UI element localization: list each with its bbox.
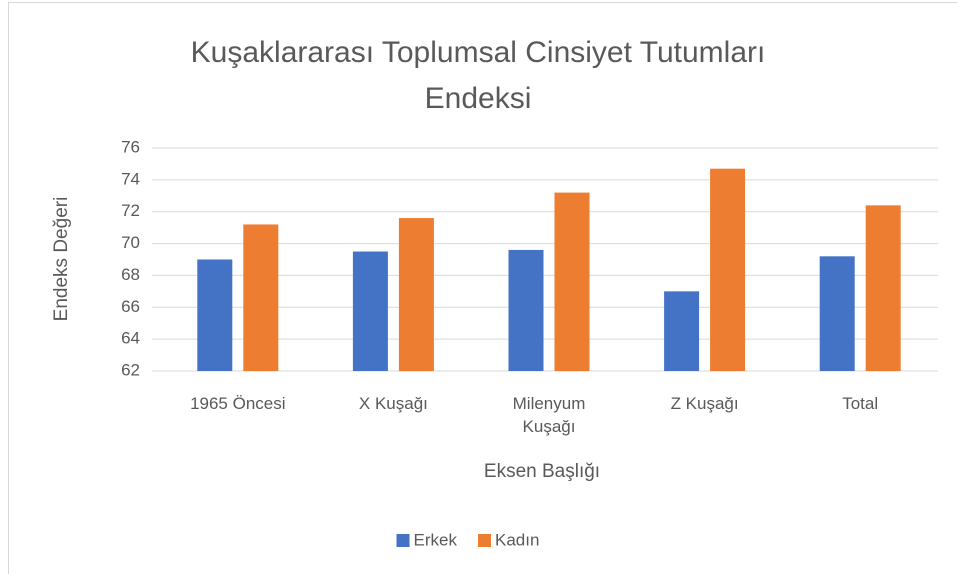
y-axis-title: Endeks Değeri (51, 197, 72, 322)
y-tick-label: 76 (121, 137, 140, 156)
bar (197, 259, 233, 371)
bar (710, 168, 746, 371)
x-tick-label: Total (842, 394, 879, 413)
x-tick-label: 1965 Öncesi (190, 394, 286, 413)
bar (554, 192, 590, 371)
x-tick-label: Milenyum Kuşağı (512, 394, 586, 436)
bar (243, 224, 279, 371)
y-tick-label: 62 (121, 360, 140, 379)
legend-label: Kadın (495, 530, 539, 549)
y-tick-label: 68 (121, 265, 140, 284)
x-tick-label: X Kuşağı (358, 394, 428, 413)
y-tick-label: 70 (121, 233, 140, 252)
x-axis-title: Eksen Başlığı (484, 461, 600, 482)
y-tick-label: 72 (121, 201, 140, 220)
y-tick-label: 66 (121, 297, 140, 316)
bar (352, 251, 388, 371)
bar (398, 218, 434, 371)
legend-label: Erkek (414, 530, 458, 549)
bar (865, 205, 901, 371)
y-tick-label: 64 (121, 329, 140, 348)
bar (819, 256, 855, 371)
y-tick-label: 74 (121, 169, 140, 188)
bar (508, 249, 544, 371)
legend-swatch (396, 534, 410, 547)
chart-border (8, 2, 957, 574)
legend-swatch (478, 534, 491, 547)
chart-title: Kuşaklararası Toplumsal Cinsiyet Tutumla… (190, 36, 766, 115)
x-tick-label: Z Kuşağı (670, 394, 739, 413)
bar (664, 291, 700, 371)
